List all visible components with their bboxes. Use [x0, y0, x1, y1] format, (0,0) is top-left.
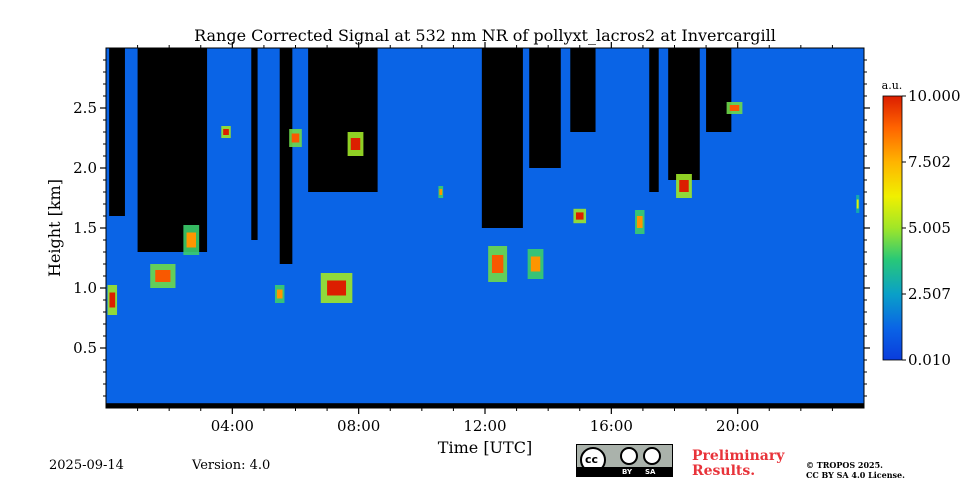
cc-sa-text: SA: [645, 468, 656, 476]
colorbar-tick-label: 5.005: [908, 219, 951, 237]
share-alike-icon: [643, 447, 661, 465]
y-tick-label: 2.0: [73, 159, 97, 177]
axes: 04:00 08:00 12:00 16:00 20:00 0.5 1.0 1.5 2.0 2.5: [73, 42, 870, 435]
cloud-feature-core: [575, 212, 584, 220]
cloud-feature-core: [155, 270, 171, 282]
cc-text: cc: [585, 453, 599, 466]
license-notice: © TROPOS 2025. CC BY SA 4.0 License.: [806, 460, 905, 480]
cloud-feature-core: [729, 105, 740, 111]
preliminary-notice: Preliminary Results.: [692, 449, 784, 479]
x-tick-label: 16:00: [590, 417, 633, 435]
plot-area: [105, 47, 865, 409]
cloud-feature-core: [856, 199, 859, 209]
x-axis-label: Time [UTC]: [438, 438, 532, 457]
no-signal-region: [137, 48, 208, 252]
cloud-feature-core: [186, 232, 197, 248]
cc-by-sa-badge[interactable]: cc BY SA: [576, 444, 673, 477]
cloud-feature-core: [439, 189, 443, 195]
cc-badge-bar: [577, 467, 672, 476]
preliminary-line-2: Results.: [692, 463, 756, 479]
chart-title: Range Corrected Signal at 532 nm NR of p…: [194, 26, 776, 45]
cloud-feature-core: [109, 292, 116, 308]
ground-no-data-strip: [106, 403, 864, 408]
y-tick-label: 0.5: [73, 339, 97, 357]
no-signal-region: [570, 48, 596, 132]
license-line-2: CC BY SA 4.0 License.: [806, 470, 905, 480]
colorbar-tick-label: 10.000: [908, 87, 960, 105]
cloud-feature-core: [223, 129, 229, 135]
no-signal-region: [706, 48, 732, 132]
cloud-feature-core: [679, 180, 689, 192]
date-label: 2025-09-14: [49, 458, 124, 473]
y-tick-label: 1.5: [73, 219, 97, 237]
y-tick-label: 1.0: [73, 279, 97, 297]
colorbar-gradient: [882, 95, 903, 361]
x-tick-label: 12:00: [463, 417, 506, 435]
no-signal-region: [649, 48, 659, 192]
cloud-feature-core: [530, 256, 541, 272]
x-tick-label: 04:00: [211, 417, 254, 435]
cloud-feature-core: [291, 133, 300, 143]
colorbar: a.u. 0.010 2.507 5.005 7.502 10.000: [882, 79, 960, 369]
colorbar-tick-label: 7.502: [908, 153, 951, 171]
preliminary-line-1: Preliminary: [692, 448, 785, 464]
no-signal-region: [529, 48, 561, 168]
attribution-icon: [620, 447, 638, 465]
version-label: Version: 4.0: [192, 458, 271, 473]
no-signal-region: [109, 48, 125, 216]
colorbar-tick-label: 0.010: [908, 351, 951, 369]
x-tick-label: 20:00: [716, 417, 759, 435]
y-axis-label: Height [km]: [45, 179, 64, 277]
no-signal-region: [279, 48, 293, 264]
colorbar-unit: a.u.: [882, 79, 903, 92]
cloud-feature-core: [327, 280, 347, 296]
x-tick-label: 08:00: [337, 417, 380, 435]
no-signal-region: [481, 48, 523, 228]
cloud-feature-core: [636, 216, 643, 228]
no-signal-region: [668, 48, 700, 180]
y-tick-label: 2.5: [73, 99, 97, 117]
cloud-feature-core: [491, 255, 504, 273]
no-signal-region: [251, 48, 258, 240]
license-line-1: © TROPOS 2025.: [806, 460, 883, 470]
cloud-feature-core: [350, 138, 361, 150]
cloud-feature-core: [276, 289, 283, 299]
colorbar-tick-label: 2.507: [908, 285, 951, 303]
cc-by-text: BY: [622, 468, 633, 476]
no-signal-region: [308, 48, 378, 192]
